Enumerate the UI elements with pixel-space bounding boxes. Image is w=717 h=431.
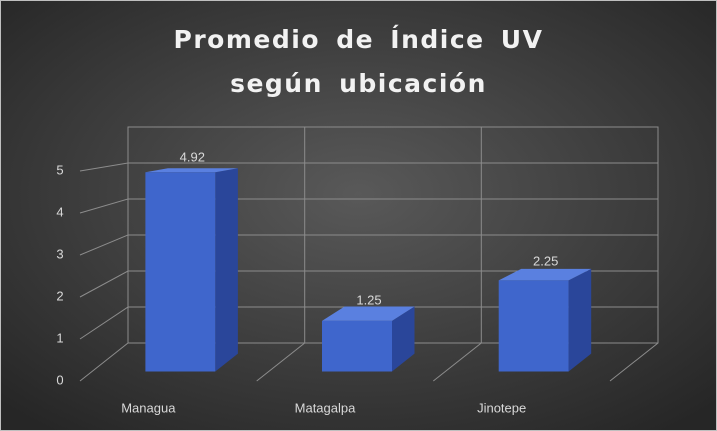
y-tick-label: 5 bbox=[56, 162, 63, 177]
y-tick-label: 3 bbox=[56, 246, 63, 261]
y-tick-label: 4 bbox=[56, 204, 63, 219]
divider bbox=[256, 127, 306, 382]
value-label: 2.25 bbox=[533, 254, 558, 269]
bar-side bbox=[215, 168, 238, 372]
y-tick-label: 2 bbox=[56, 288, 63, 303]
bar-top bbox=[322, 306, 415, 321]
divider bbox=[609, 127, 659, 382]
x-tick-label: Matagalpa bbox=[295, 400, 356, 415]
bar-side bbox=[392, 306, 415, 372]
chart-title: Promedio de Índice UV según ubicación ge… bbox=[173, 25, 544, 98]
bar-side bbox=[568, 268, 592, 372]
y-tick-label: 0 bbox=[56, 372, 63, 387]
bar bbox=[145, 172, 216, 372]
x-tick-label: Managua bbox=[121, 400, 176, 415]
bar-top bbox=[498, 268, 592, 281]
value-label: 4.92 bbox=[180, 150, 205, 165]
divider bbox=[432, 127, 482, 382]
value-label: 1.25 bbox=[356, 293, 381, 308]
title-box: Promedio de Índice UV según ubicación ge… bbox=[173, 25, 544, 98]
bar bbox=[322, 320, 392, 372]
x-tick-label: Jinotepe bbox=[477, 400, 526, 415]
bar-top bbox=[145, 168, 238, 173]
bar bbox=[498, 280, 569, 372]
y-tick-label: 1 bbox=[56, 330, 63, 345]
